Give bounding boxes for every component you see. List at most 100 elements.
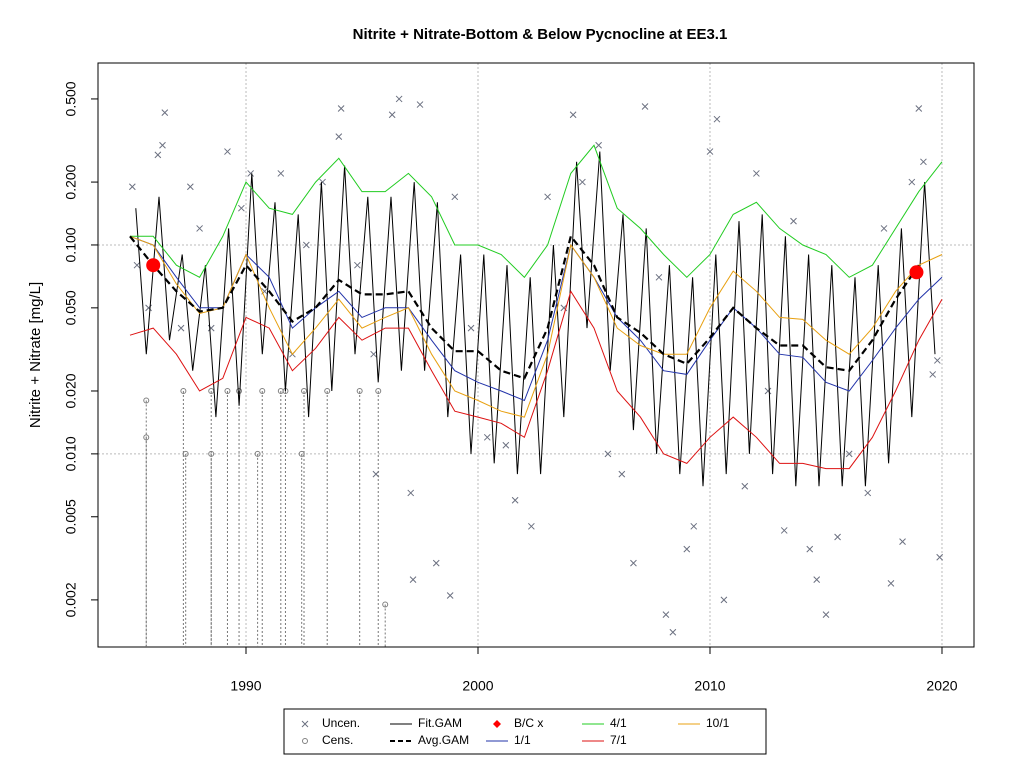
censored-point	[180, 387, 187, 394]
uncensored-point	[354, 261, 361, 269]
uncensored-point	[177, 324, 185, 332]
uncensored-point	[409, 576, 417, 584]
y-tick-label: 0.100	[63, 227, 79, 262]
uncensored-point	[887, 579, 895, 587]
uncensored-point	[669, 628, 677, 636]
uncensored-point	[196, 225, 203, 232]
uncensored-point	[706, 148, 714, 155]
y-tick-label: 0.050	[63, 290, 79, 325]
y-tick-label: 0.005	[63, 499, 79, 534]
uncensored-point	[662, 611, 670, 618]
line	[130, 144, 943, 279]
uncensored-point	[335, 133, 343, 140]
uncensored-point	[502, 441, 510, 449]
uncensored-point	[920, 158, 927, 166]
line	[129, 235, 943, 418]
line	[135, 151, 936, 487]
uncensored-point	[604, 450, 612, 458]
uncensored-point	[446, 592, 454, 599]
uncensored-point	[159, 141, 166, 149]
uncensored-point	[528, 522, 535, 530]
uncensored-point	[655, 273, 663, 281]
legend-label: 4/1	[610, 716, 627, 730]
uncensored-point	[395, 95, 403, 103]
uncensored-point	[813, 576, 821, 584]
censored-point	[236, 387, 243, 394]
legend-symbol	[493, 720, 501, 728]
uncensored-point	[579, 178, 586, 186]
uncensored-point	[641, 103, 649, 110]
bc-point	[909, 265, 924, 280]
uncensored-point	[388, 111, 396, 119]
uncensored-point	[822, 611, 830, 618]
plot-frame	[97, 62, 975, 648]
censored-point	[143, 434, 150, 441]
legend-label: Uncen.	[322, 716, 360, 730]
uncensored-point	[247, 170, 255, 177]
uncensored-point	[720, 596, 728, 604]
censored-point	[301, 387, 308, 394]
uncensored-point	[569, 111, 577, 119]
uncensored-point	[806, 545, 814, 553]
y-tick-label: 0.200	[63, 164, 79, 199]
x-tick-label: 2010	[694, 678, 725, 694]
plot-area	[128, 95, 944, 647]
uncensored-point	[595, 141, 602, 149]
uncensored-point	[407, 489, 415, 497]
y-tick-label: 0.020	[63, 373, 79, 408]
legend-label: 1/1	[514, 733, 531, 747]
censored-point	[375, 387, 382, 394]
uncensored-point	[915, 105, 923, 112]
uncensored-point	[277, 170, 285, 177]
uncensored-point	[880, 225, 888, 232]
uncensored-point	[319, 178, 326, 186]
uncensored-point	[186, 183, 194, 191]
censored-point	[259, 387, 266, 394]
uncensored-point	[483, 433, 491, 441]
uncensored-point	[713, 115, 721, 123]
legend-label: B/C x	[514, 716, 543, 730]
uncensored-point	[154, 151, 162, 159]
legend-symbol	[302, 738, 308, 744]
y-tick-label: 0.500	[63, 81, 79, 116]
uncensored-point	[451, 193, 459, 201]
uncensored-point	[834, 533, 841, 541]
uncensored-point	[224, 148, 231, 155]
x-tick-label: 2000	[462, 678, 493, 694]
uncensored-point	[416, 101, 424, 108]
censored-point	[382, 601, 389, 608]
uncensored-point	[753, 170, 760, 177]
y-tick-label: 0.002	[63, 582, 79, 617]
uncensored-point	[133, 261, 141, 269]
uncensored-point	[467, 324, 475, 332]
y-axis-label: Nitrite + Nitrate [mg/L]	[27, 282, 44, 428]
uncensored-point	[128, 183, 136, 191]
x-tick-label: 2020	[926, 678, 957, 694]
censored-point	[324, 387, 331, 394]
legend-label: 7/1	[610, 733, 627, 747]
censored-point	[298, 450, 305, 457]
line	[129, 290, 943, 470]
uncensored-point	[432, 559, 440, 567]
uncensored-point	[337, 105, 345, 112]
uncensored-point	[630, 559, 637, 567]
uncensored-point	[790, 217, 797, 225]
uncensored-point	[161, 109, 169, 116]
legend-label: Avg.GAM	[418, 733, 469, 747]
uncensored-point	[370, 350, 377, 358]
uncensored-point	[238, 204, 245, 212]
uncensored-point	[618, 470, 626, 478]
bc-point	[146, 258, 161, 273]
uncensored-point	[544, 193, 551, 201]
uncensored-point	[683, 545, 691, 553]
chart-title: Nitrite + Nitrate-Bottom & Below Pycnocl…	[353, 26, 728, 43]
uncensored-point	[741, 482, 749, 490]
censored-point	[208, 450, 215, 457]
uncensored-point	[845, 450, 853, 458]
line	[129, 235, 943, 402]
censored-point	[182, 450, 189, 457]
uncensored-point	[302, 241, 310, 249]
censored-point	[356, 387, 363, 394]
uncensored-point	[690, 522, 698, 530]
